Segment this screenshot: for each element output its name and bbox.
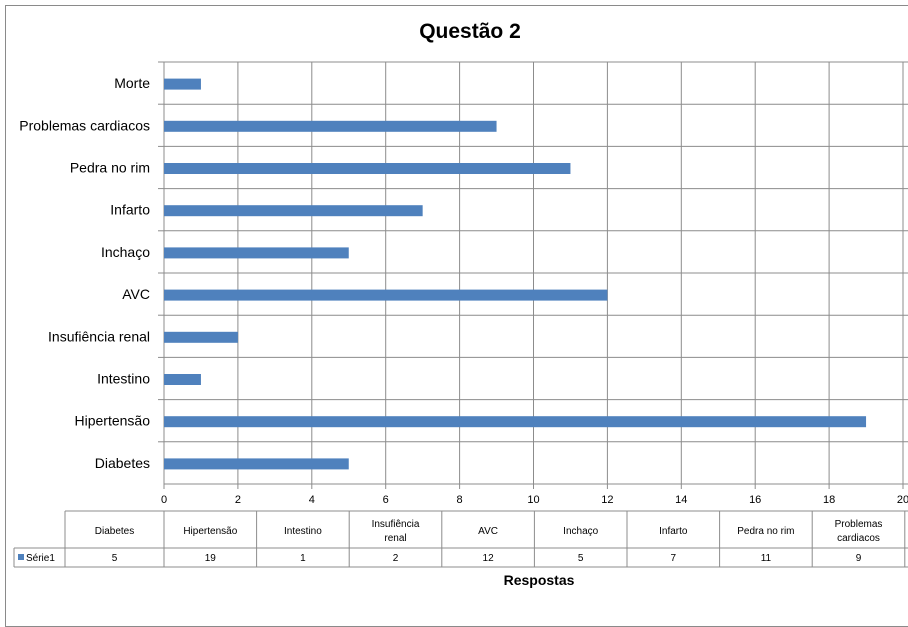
table-header: Problemas (835, 519, 883, 530)
x-axis-label: Respostas (503, 572, 575, 588)
legend-swatch (18, 554, 24, 560)
table-value: 19 (205, 553, 217, 564)
x-tick-label: 20 (897, 494, 908, 506)
category-label: Diabetes (95, 455, 150, 471)
table-value: 11 (761, 553, 772, 564)
category-label: Intestino (97, 371, 150, 387)
table-header: renal (384, 533, 406, 544)
category-label: Inchaço (101, 244, 150, 260)
bar (164, 78, 201, 90)
category-label: Morte (114, 75, 150, 91)
x-tick-label: 2 (235, 494, 241, 506)
category-label: Insufiência renal (48, 328, 150, 344)
legend-label: Série1 (26, 553, 55, 564)
table-header: Infarto (659, 526, 688, 537)
x-tick-label: 6 (383, 494, 389, 506)
table-header: Diabetes (95, 526, 134, 537)
category-label: Problemas cardiacos (19, 117, 150, 133)
x-tick-label: 14 (675, 494, 687, 506)
table-header: Intestino (284, 526, 322, 537)
x-tick-label: 0 (161, 494, 167, 506)
bar (164, 205, 423, 217)
table-header: Inchaço (563, 526, 598, 537)
bar (164, 289, 608, 301)
table-value: 9 (856, 553, 862, 564)
category-label: AVC (122, 286, 150, 302)
bar (164, 416, 867, 428)
x-tick-label: 8 (457, 494, 463, 506)
table-header: Hipertensão (183, 526, 237, 537)
bar (164, 247, 349, 259)
bar (164, 458, 349, 470)
bar (164, 331, 238, 343)
table-header: Pedra no rim (737, 526, 794, 537)
x-tick-label: 10 (527, 494, 539, 506)
chart-title: Questão 2 (419, 20, 521, 43)
x-tick-label: 12 (601, 494, 613, 506)
chart-frame (5, 5, 908, 627)
bar (164, 374, 201, 385)
table-value: 12 (483, 553, 495, 564)
table-value: 7 (671, 553, 677, 564)
bar (164, 120, 497, 132)
table-header: AVC (478, 526, 498, 537)
bar-chart: Diabetes Hipertensão Intestino Insufiência … (13, 61, 908, 568)
category-label: Hipertensão (75, 413, 151, 429)
category-label: Pedra no rim (70, 160, 150, 176)
table-value: 5 (578, 553, 584, 564)
category-label: Infarto (110, 202, 150, 218)
x-tick-label: 4 (309, 494, 315, 506)
x-tick-label: 18 (823, 494, 835, 506)
table-value: 5 (112, 553, 118, 564)
table-value: 1 (300, 553, 306, 564)
table-header: cardiacos (837, 533, 880, 544)
table-value: 2 (393, 553, 399, 564)
table-header: Insufiência (372, 519, 420, 530)
bar (164, 163, 571, 174)
x-tick-label: 16 (749, 494, 761, 506)
